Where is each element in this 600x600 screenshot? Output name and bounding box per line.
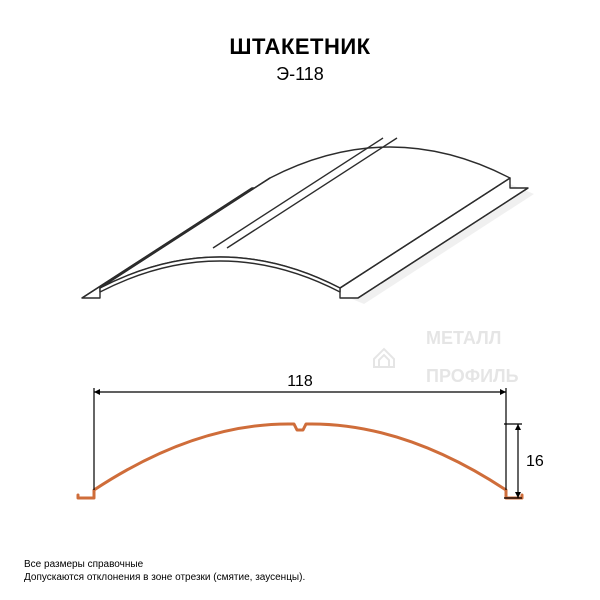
house-icon (370, 345, 398, 369)
disclaimer-line1: Все размеры справочные (24, 558, 305, 571)
product-title: ШТАКЕТНИК (0, 34, 600, 60)
house-icon-path (374, 349, 394, 367)
iso-drawing (82, 138, 534, 304)
watermark-line1: МЕТАЛЛ (426, 328, 501, 348)
cross-section-svg: 118 16 (70, 370, 530, 540)
profile-path (78, 424, 522, 498)
isometric-svg (90, 98, 510, 318)
disclaimer: Все размеры справочные Допускаются откло… (24, 558, 305, 584)
dim-width-arrow-left (94, 389, 100, 395)
cross-section-view: 118 16 (70, 370, 530, 540)
dim-width-arrow-right (500, 389, 506, 395)
disclaimer-line2: Допускаются отклонения в зоне отрезки (с… (24, 571, 305, 584)
dim-width-label: 118 (287, 373, 313, 390)
product-model: Э-118 (0, 64, 600, 85)
dim-height: 16 (504, 424, 544, 498)
dim-height-label: 16 (526, 453, 544, 470)
dim-height-arrow-top (515, 424, 521, 430)
isometric-view (90, 98, 510, 318)
